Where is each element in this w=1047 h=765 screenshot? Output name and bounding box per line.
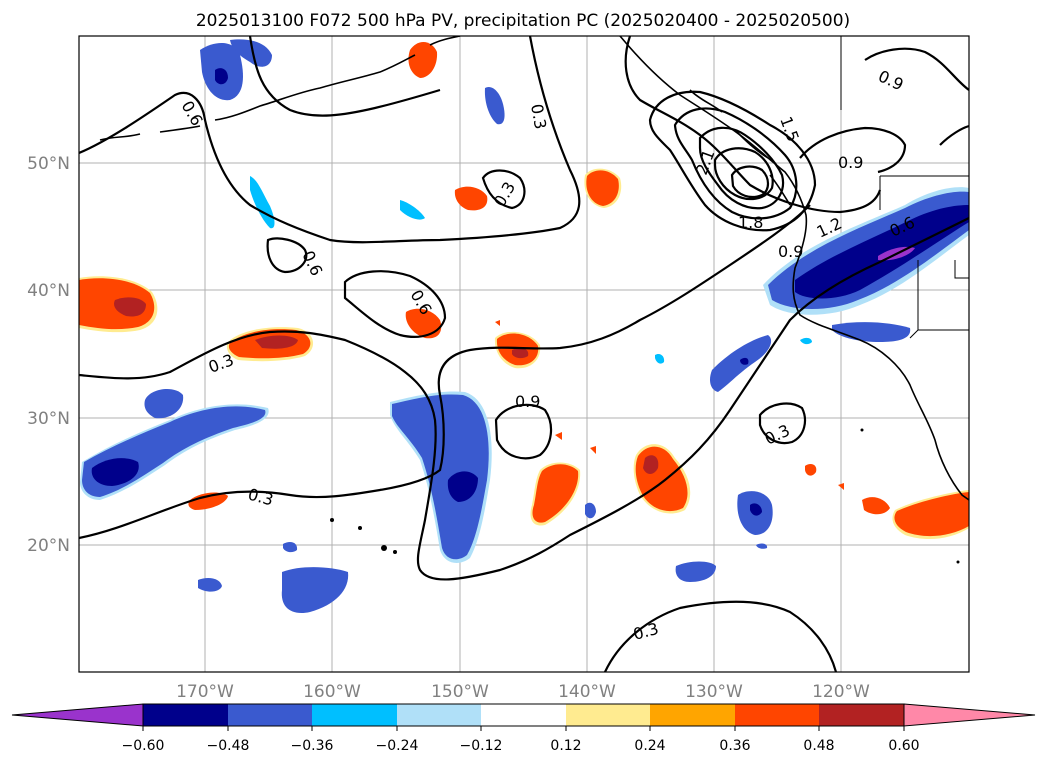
pv-contours	[79, 36, 969, 672]
contour-label: 0.9	[778, 242, 803, 261]
colorbar-segment	[228, 704, 312, 726]
lon-label: 140°W	[558, 682, 616, 702]
lon-label: 160°W	[303, 682, 361, 702]
islands	[330, 428, 960, 564]
figure-title: 2025013100 F072 500 hPa PV, precipitatio…	[196, 11, 850, 31]
colorbar-segment	[481, 704, 566, 726]
colorbar-segment	[397, 704, 481, 726]
colorbar-tick-label: −0.48	[207, 738, 250, 754]
lat-label: 20°N	[27, 536, 70, 556]
colorbar-extend-high	[903, 703, 1036, 727]
lat-label: 40°N	[27, 281, 70, 301]
lon-label: 120°W	[812, 682, 870, 702]
colorbar-segment	[566, 704, 650, 726]
longitude-labels: 170°W 160°W 150°W 140°W 130°W 120°W	[176, 682, 870, 702]
colorbar-extend-low	[11, 703, 144, 727]
positive-precip-areas	[79, 41, 969, 540]
contour-label: 0.3	[527, 102, 550, 130]
negative-precip-areas	[80, 39, 969, 614]
colorbar-segment	[819, 704, 904, 726]
colorbar-tick-label: −0.24	[376, 738, 419, 754]
contour-label: 0.9	[515, 392, 540, 411]
colorbar-tick-label: −0.12	[460, 738, 503, 754]
lon-label: 130°W	[685, 682, 743, 702]
latitude-labels: 50°N 40°N 30°N 20°N	[27, 154, 70, 556]
contour-label: 1.8	[738, 213, 763, 232]
colorbar-segment	[735, 704, 819, 726]
map-frame	[78, 35, 970, 673]
colorbar-tick-label: 0.48	[803, 738, 834, 754]
contour-label: 0.9	[838, 153, 863, 172]
colorbar-segment	[312, 704, 397, 726]
colorbar-tick-label: 0.36	[719, 738, 750, 754]
lon-label: 170°W	[176, 682, 234, 702]
lat-label: 30°N	[27, 409, 70, 429]
colorbar-tick-label: −0.60	[122, 738, 165, 754]
colorbar-tick-label: −0.36	[291, 738, 334, 754]
map-area: 0.6 0.3 0.3 0.9 0.6 0.6 0.3 0.9 0.3 0.3 …	[79, 36, 969, 672]
colorbar: −0.60 −0.48 −0.36 −0.24 −0.12 0.12 0.24 …	[11, 703, 1036, 754]
lat-label: 50°N	[27, 154, 70, 174]
colorbar-segment	[650, 704, 735, 726]
lon-label: 150°W	[431, 682, 489, 702]
colorbar-tick-label: 0.12	[550, 738, 581, 754]
colorbar-tick-label: 0.60	[888, 738, 919, 754]
colorbar-segment	[143, 704, 228, 726]
colorbar-tick-label: 0.24	[634, 738, 665, 754]
